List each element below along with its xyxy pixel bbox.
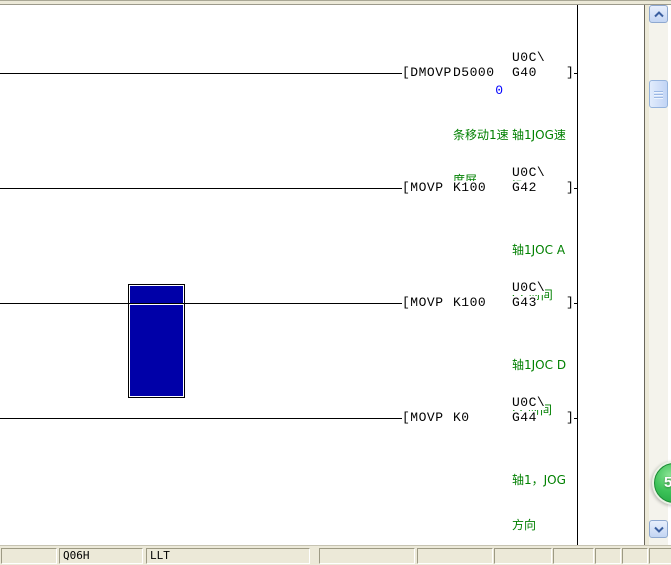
rung-line (0, 73, 402, 74)
window-gutter (645, 5, 649, 545)
device-address-line2[interactable]: G43 (512, 295, 537, 310)
scrollbar-thumb[interactable] (649, 80, 668, 108)
status-panel (595, 548, 621, 564)
device-address-line2[interactable]: G44 (512, 410, 537, 425)
close-bracket: ] (566, 180, 575, 195)
device-address-line1[interactable]: U0C\ (512, 395, 546, 410)
thumb-grip-icon (654, 91, 663, 99)
instruction-operand[interactable]: K100 (453, 180, 487, 195)
comment-line: 轴1JOC D (512, 358, 567, 372)
status-bar: Q06H LLT (0, 545, 671, 565)
rung-line (0, 303, 402, 304)
scroll-up-button[interactable] (649, 5, 668, 23)
device-address-line2[interactable]: G40 (512, 65, 537, 80)
badge-count: 5 (664, 474, 671, 491)
instruction-opcode[interactable]: [MOVP (402, 410, 444, 425)
device-comment: 轴1JOC D EC时间 (512, 328, 582, 448)
floating-badge[interactable]: 5 (652, 461, 671, 505)
instruction-operand[interactable]: K0 (453, 410, 470, 425)
close-bracket: ] (566, 295, 575, 310)
instruction-opcode[interactable]: [DMOVP (402, 65, 452, 80)
comment-line: 条移动1速 (453, 128, 509, 142)
scroll-down-button[interactable] (649, 520, 668, 538)
edit-cursor-gap (130, 304, 183, 305)
close-bracket: ] (566, 65, 575, 80)
comment-line: 轴1JOC A (512, 243, 566, 257)
device-address-line1[interactable]: U0C\ (512, 280, 546, 295)
vertical-scrollbar[interactable] (649, 5, 668, 545)
right-power-rail (577, 5, 578, 545)
comment-line: 轴1，JOG (512, 473, 566, 487)
badge-circle: 5 (654, 463, 671, 503)
rung-tick (571, 188, 578, 189)
monitor-value: 0 (495, 83, 503, 98)
comment-line: 方向 (512, 518, 537, 532)
rung-line (0, 418, 402, 419)
close-bracket: ] (566, 410, 575, 425)
status-panel (649, 548, 671, 564)
status-panel (494, 548, 552, 564)
status-panel (1, 548, 57, 564)
instruction-operand[interactable]: D5000 (453, 65, 495, 80)
comment-line: 轴1JOG速 (512, 128, 566, 142)
status-panel (319, 548, 415, 564)
status-panel (622, 548, 648, 564)
status-panel-connection: LLT (146, 548, 310, 564)
rung-tick (571, 418, 578, 419)
device-address-line1[interactable]: U0C\ (512, 165, 546, 180)
status-panel (417, 548, 493, 564)
edit-cursor[interactable] (128, 284, 185, 398)
device-address-line2[interactable]: G42 (512, 180, 537, 195)
window-edge (644, 5, 645, 545)
status-panel-plc-type: Q06H (59, 548, 143, 564)
device-comment: 轴1JOG速 度 (512, 98, 582, 218)
ladder-editor-canvas[interactable]: U0C\ [DMOVP D5000 G40 ] 0 条移动1速 度屏 轴1JOG… (0, 5, 644, 545)
chevron-down-icon (653, 526, 664, 533)
rung-tick (571, 73, 578, 74)
device-comment: 轴1，JOG 方向 (512, 443, 582, 563)
instruction-operand[interactable]: K100 (453, 295, 487, 310)
status-panel (553, 548, 594, 564)
rung-tick (571, 303, 578, 304)
toolbar-edge (0, 0, 671, 5)
chevron-up-icon (653, 10, 664, 17)
instruction-opcode[interactable]: [MOVP (402, 180, 444, 195)
instruction-opcode[interactable]: [MOVP (402, 295, 444, 310)
device-address-line1[interactable]: U0C\ (512, 50, 546, 65)
rung-line (0, 188, 402, 189)
device-comment: 轴1JOC A CC时间 (512, 213, 582, 333)
